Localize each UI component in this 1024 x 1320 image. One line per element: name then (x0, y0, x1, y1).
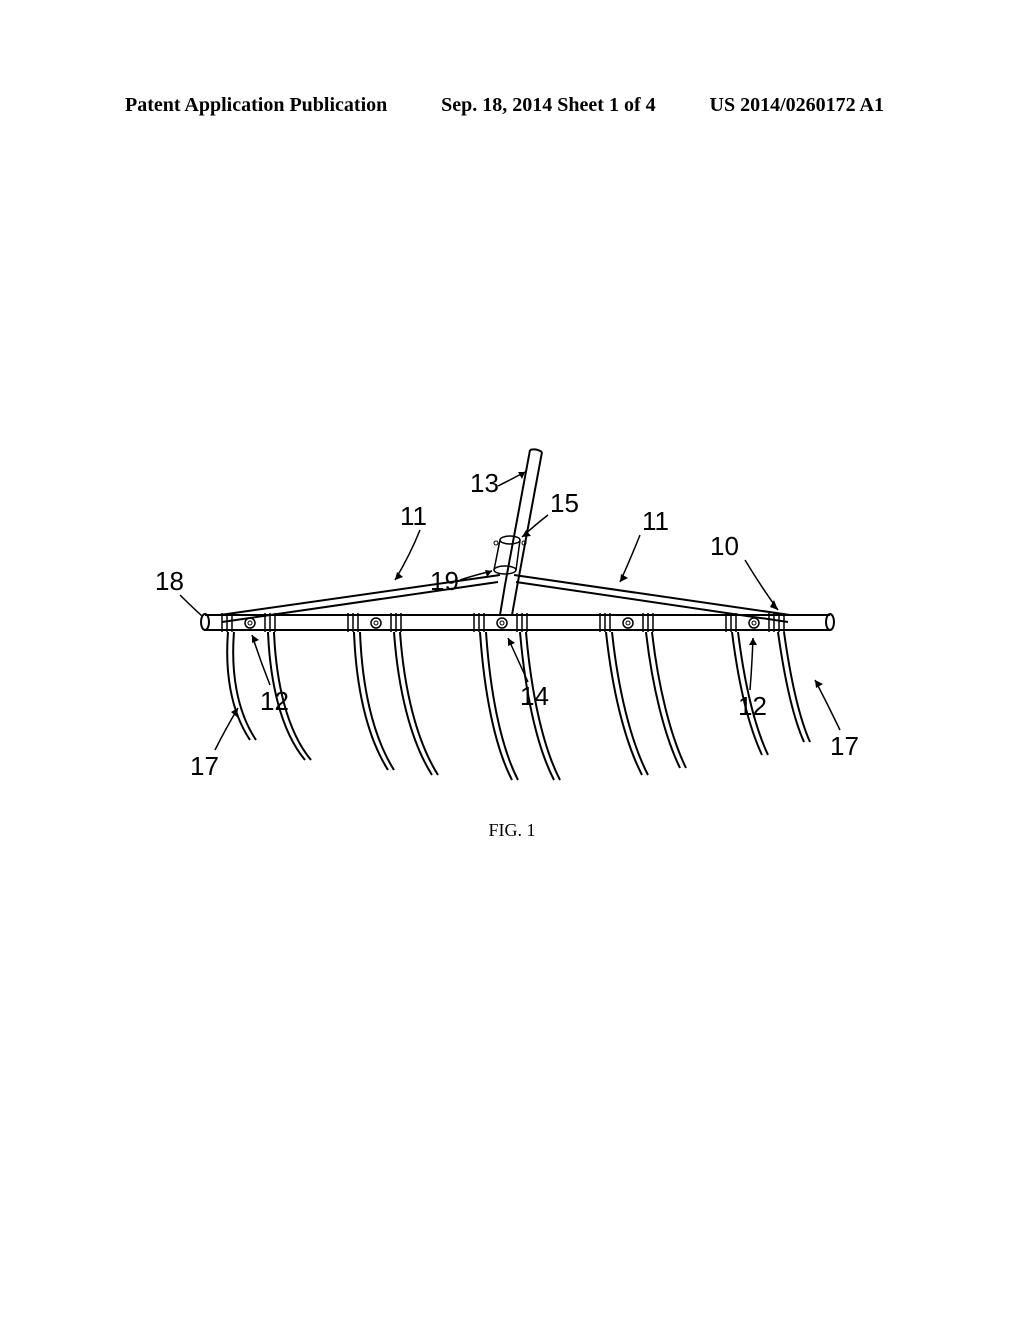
label-13: 13 (470, 468, 499, 498)
label-12-right: 12 (738, 691, 767, 721)
header-right: US 2014/0260172 A1 (710, 94, 884, 117)
rake-drawing: 13 15 11 11 10 19 18 (130, 430, 890, 810)
tines (222, 613, 810, 780)
label-14: 14 (520, 681, 549, 711)
header-left: Patent Application Publication (125, 94, 387, 117)
label-12-left: 12 (260, 686, 289, 716)
label-10: 10 (710, 531, 739, 561)
label-17-right: 17 (830, 731, 859, 761)
header-center: Sep. 18, 2014 Sheet 1 of 4 (441, 94, 655, 117)
figure-caption: FIG. 1 (0, 820, 1024, 841)
label-11-left: 11 (400, 501, 427, 531)
label-11-right: 11 (642, 506, 669, 536)
figure-1: 13 15 11 11 10 19 18 (130, 430, 890, 810)
label-19: 19 (430, 566, 459, 596)
label-18: 18 (155, 566, 184, 596)
label-17-left: 17 (190, 751, 219, 781)
label-15: 15 (550, 488, 579, 518)
